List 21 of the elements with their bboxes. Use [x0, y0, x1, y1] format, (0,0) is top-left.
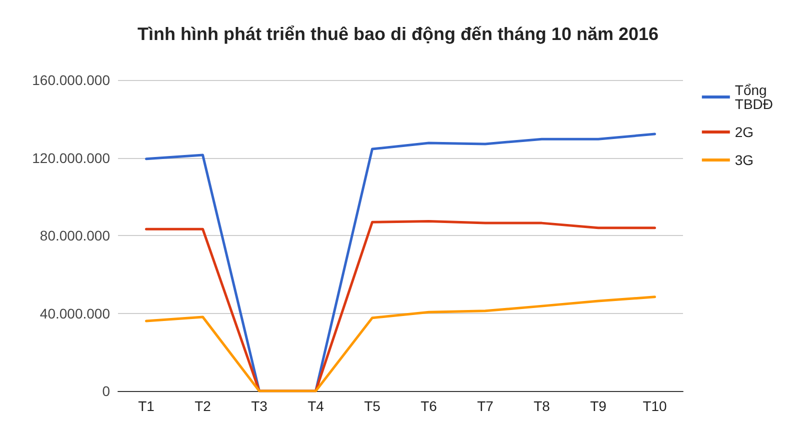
chart-title: Tình hình phát triển thuê bao di động đến tháng 10 năm 2016	[137, 24, 659, 44]
line-series	[145, 220, 656, 392]
legend-label: Tổng TBDĐ	[734, 82, 774, 112]
x-tick-label: T10	[642, 398, 668, 414]
x-tick-label: T8	[534, 398, 550, 414]
x-tick-label: T4	[308, 398, 324, 414]
x-tick-label: T1	[138, 398, 155, 414]
x-tick-label: T3	[251, 398, 268, 414]
legend-label: 3G	[734, 152, 754, 168]
y-tick-label: 40.000.000	[40, 305, 110, 322]
x-tick-label: T5	[364, 398, 381, 414]
y-tick-label: 160.000.000	[32, 72, 110, 88]
y-tick-label: 120.000.000	[32, 150, 110, 166]
y-tick-label: 80.000.000	[40, 228, 110, 244]
line-series	[145, 296, 656, 392]
legend-label: 2G	[734, 124, 754, 140]
x-tick-label: T2	[194, 398, 212, 414]
x-tick-label: T7	[477, 398, 494, 414]
x-tick-label: T6	[420, 398, 438, 414]
y-tick-label: 0	[102, 383, 110, 399]
x-tick-label: T9	[590, 398, 607, 414]
